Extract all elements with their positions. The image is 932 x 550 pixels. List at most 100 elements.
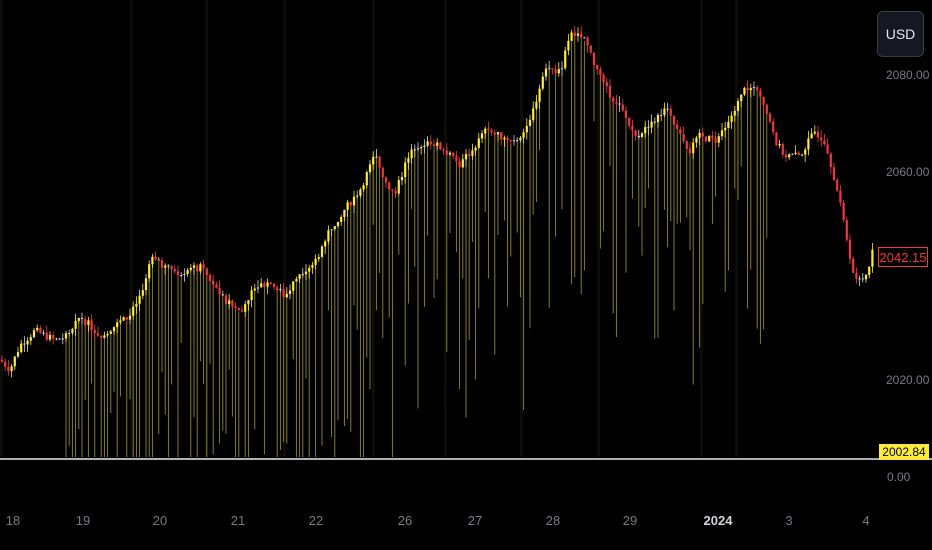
candle-body [669,108,672,116]
candle-body [516,140,519,142]
candle-body [580,33,583,38]
candle-body [727,121,730,129]
candle-body [692,142,695,154]
time-tick: 4 [862,513,870,528]
candle-body [372,157,375,165]
candle-body [583,37,586,39]
candle-body [420,146,423,149]
candle-body [807,138,810,150]
candle-body [176,271,180,276]
low-price-label: 2002.84 [879,444,929,460]
candle-body [260,283,263,288]
candle-body [381,167,384,178]
candle-body [592,52,596,66]
candle-body [26,340,29,345]
candle-body [237,308,240,311]
candle-body [759,90,762,97]
candle-body [362,185,365,190]
candle-body [548,68,551,70]
candle-body [586,37,589,46]
candle-body [647,127,650,129]
candle-body [861,278,864,280]
candle-body [525,125,528,133]
candle-body [391,189,394,191]
candle-body [154,256,157,260]
candle-body [394,190,397,194]
candle-body [685,141,688,149]
candle-body [554,69,557,74]
candle-body [736,101,740,111]
candle-body [794,152,797,154]
candle-body [445,150,448,155]
candle-body [596,65,599,70]
candle-body [810,133,813,139]
candle-body [663,108,666,115]
candle-body [624,110,628,118]
candle-body [845,219,848,240]
candle-body [116,322,119,328]
candle-body [432,144,436,146]
candle-body [423,145,426,147]
candle-body [125,317,128,320]
candle-body [80,317,84,319]
candle-body [205,268,208,275]
time-tick: 28 [545,513,561,528]
candle-body [468,154,471,156]
candle-body [826,144,829,154]
candle-body [13,356,16,367]
candle-body [279,289,282,291]
candle-body [160,260,164,268]
candle-body [602,74,605,83]
candle-body [263,283,266,287]
candle-body [64,333,68,339]
candle-body [429,141,432,145]
candle-body [855,272,858,279]
candle-body [746,87,749,91]
candle-body [519,137,522,141]
candle-body [122,317,125,321]
candle-body [804,149,807,155]
candle-body [730,115,733,122]
candle-body [132,306,135,316]
candle-body [682,134,685,142]
candle-body [829,153,832,168]
candle-body [743,87,746,95]
candle-body [208,274,212,281]
candle-body [36,327,39,331]
candle-body [276,287,279,290]
candle-body [500,132,503,140]
candle-body [858,278,861,280]
candle-body [660,114,663,116]
candle-body [301,274,304,276]
candle-body [192,265,196,268]
candle-body [400,176,404,181]
candle-body [650,121,653,128]
candle-body [836,179,839,191]
candle-body [455,156,458,162]
candle-body [352,196,356,206]
candle-body [151,256,154,265]
candle-body [90,320,93,331]
candle-body [349,202,352,206]
candle-body [388,182,391,190]
candle-body [823,140,826,145]
candle-body [368,164,372,173]
candle-body [234,306,237,309]
candle-body [247,300,250,305]
candle-body [522,132,525,138]
candle-body [637,136,640,138]
candle-body [701,132,704,137]
currency-button[interactable]: USD [877,11,924,57]
candle-body [20,343,23,353]
candle-body [458,161,461,168]
candle-body [717,136,720,143]
candle-body [813,131,816,134]
candle-body [52,334,55,339]
candle-body [87,320,90,325]
candle-body [477,138,480,148]
candle-body [180,275,183,277]
candle-body [839,190,842,203]
candle-body [772,121,775,133]
candle-body [704,136,708,142]
